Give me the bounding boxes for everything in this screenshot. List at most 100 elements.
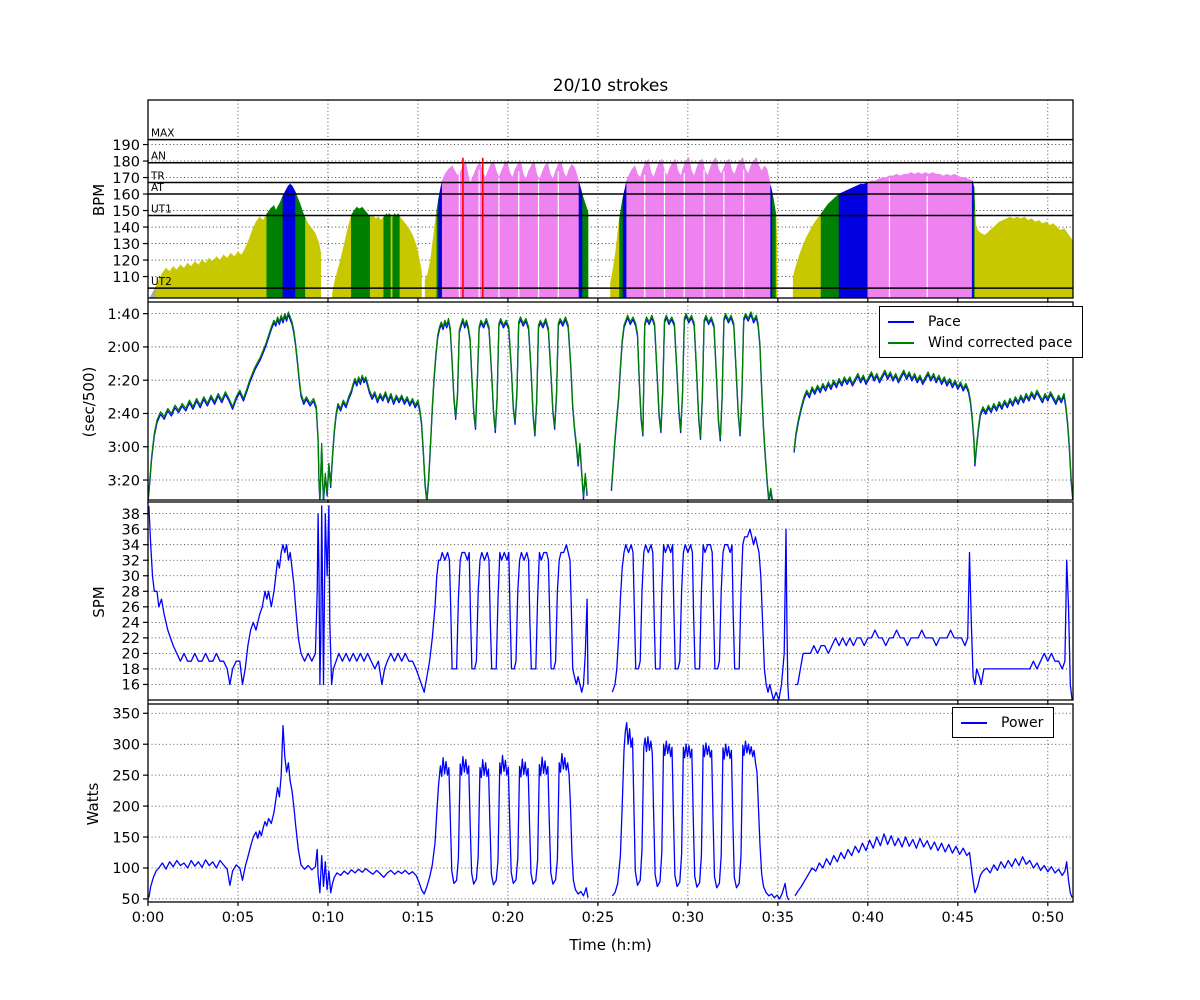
heart-rate-zone-slice: [1016, 216, 1022, 298]
heart-rate-zone-slice: [369, 214, 374, 298]
heart-rate-zone-slice: [487, 164, 492, 298]
heart-rate-zone-slice: [402, 219, 406, 298]
spm-ytick-label: 34: [122, 538, 140, 554]
heart-rate-zone-slice: [639, 169, 644, 298]
heart-rate-zone-slice: [680, 167, 684, 298]
bpm-ytick-label: 150: [112, 204, 140, 220]
spm-ytick-label: 22: [122, 631, 140, 647]
pace-ytick-label: 2:00: [107, 340, 140, 356]
watts-ytick-label: 200: [112, 799, 140, 815]
spm-ytick-label: 30: [122, 569, 140, 585]
heart-rate-zone-slice: [691, 170, 695, 298]
heart-rate-zone-slice: [871, 180, 876, 298]
watts-axis-label: Watts: [84, 782, 102, 826]
heart-rate-zone-slice: [541, 165, 546, 298]
heart-rate-zone-slice: [755, 157, 760, 298]
xtick-label: 0:10: [312, 910, 345, 926]
pace-legend-entry: Pace: [888, 311, 1072, 332]
heart-rate-zone-slice: [560, 160, 565, 298]
heart-rate-zone-slice: [241, 248, 246, 298]
heart-rate-zone-slice: [710, 160, 714, 298]
heart-rate-zone-slice: [490, 160, 494, 298]
heart-rate-zone-slice: [1020, 216, 1025, 298]
heart-rate-zone-slice: [896, 173, 901, 298]
bpm-axis-label: BPM: [90, 183, 108, 217]
heart-rate-zone-slice: [359, 206, 363, 298]
heart-rate-zone-slice: [1038, 219, 1043, 298]
heart-rate-zone-slice: [571, 163, 575, 298]
time-axis-label: Time (h:m): [569, 936, 652, 954]
heart-rate-zone-slice: [279, 195, 284, 298]
heart-rate-zone-slice: [485, 170, 489, 298]
heart-rate-zone-slice: [504, 160, 508, 298]
heart-rate-zone-slice: [629, 169, 633, 298]
heart-rate-zone-slice: [874, 178, 879, 298]
heart-rate-zone-slice: [707, 167, 711, 298]
heart-rate-zone-slice: [928, 172, 933, 298]
wind-pace-legend-entry: Wind corrected pace: [888, 332, 1072, 353]
xtick-label: 0:50: [1032, 910, 1065, 926]
wind-corrected-pace-line: [148, 311, 1073, 500]
heart-rate-zone-slice: [520, 160, 524, 298]
power-legend-label: Power: [1001, 714, 1044, 731]
xtick-label: 0:25: [582, 910, 615, 926]
heart-rate-zone-slice: [764, 165, 768, 298]
heart-rate-zone-slice: [201, 259, 206, 298]
heart-rate-zone-slice: [921, 172, 926, 298]
heart-rate-zone-slice: [892, 173, 897, 298]
heart-rate-zone-slice: [817, 212, 822, 298]
heart-rate-zone-slice: [1013, 216, 1018, 298]
pace-line-swatch: [888, 320, 914, 323]
heart-rate-zone-slice: [647, 159, 652, 298]
heart-rate-zone-slice: [650, 172, 654, 298]
heart-rate-zone-slice: [831, 196, 836, 298]
bpm-ytick-label: 120: [112, 253, 140, 269]
heart-rate-zone-slice: [731, 170, 735, 298]
heart-rate-zone-slice: [444, 168, 449, 298]
heart-rate-zone-slice: [728, 159, 733, 298]
zone-label-UT2: UT2: [151, 276, 172, 288]
heart-rate-zone-slice: [244, 240, 250, 298]
heart-rate-zone-slice: [903, 173, 908, 298]
spm-axis-label: SPM: [90, 586, 108, 618]
watts-panel: 50 100 150 200 250 300 350 0:00 0:05 0:10 0:15 0:20…: [112, 703, 1074, 926]
heart-rate-zone-slice: [493, 160, 497, 298]
xtick-label: 0:30: [672, 910, 705, 926]
heart-rate-zone-slice: [631, 165, 636, 298]
heart-rate-zone-slice: [677, 170, 681, 298]
heart-rate-zone-slice: [172, 265, 178, 298]
heart-rate-zone-slice: [824, 203, 829, 298]
heart-rate-zone-slice: [917, 172, 923, 298]
heart-rate-zone-slice: [739, 156, 744, 298]
heart-rate-zone-slice: [1027, 218, 1032, 298]
heart-rate-zone-slice: [835, 193, 840, 298]
xtick-label: 0:35: [762, 910, 795, 926]
heart-rate-zone-slice: [448, 165, 453, 298]
heart-rate-zone-slice: [180, 264, 185, 298]
heart-rate-zone-slice: [262, 213, 268, 298]
pace-ytick-label: 2:20: [107, 373, 140, 389]
bpm-ytick-label: 130: [112, 237, 140, 253]
heart-rate-zone-slice: [226, 252, 232, 298]
heart-rate-zone-slice: [946, 173, 951, 298]
heart-rate-zone-slice: [353, 206, 358, 298]
heart-rate-zone-slice: [299, 203, 304, 298]
heart-rate-zone-slice: [878, 177, 883, 298]
heart-rate-zone-slice: [585, 203, 589, 298]
heart-rate-zone-slice: [1031, 218, 1036, 298]
heart-rate-zone-slice: [645, 158, 649, 298]
heart-rate-zone-slice: [998, 219, 1004, 298]
heart-rate-zone-slice: [907, 172, 912, 298]
heart-rate-zone-slice: [1002, 218, 1007, 298]
heart-rate-zone-slice: [935, 173, 941, 298]
spm-line: [148, 505, 1073, 700]
heart-rate-zone-slice: [356, 206, 360, 298]
heart-rate-zone-slice: [761, 165, 765, 298]
heart-rate-zone-slice: [845, 188, 851, 298]
heart-rate-zone-slice: [820, 207, 825, 298]
heart-rate-zone-slice: [932, 172, 937, 298]
heart-rate-zone-slice: [176, 264, 181, 298]
